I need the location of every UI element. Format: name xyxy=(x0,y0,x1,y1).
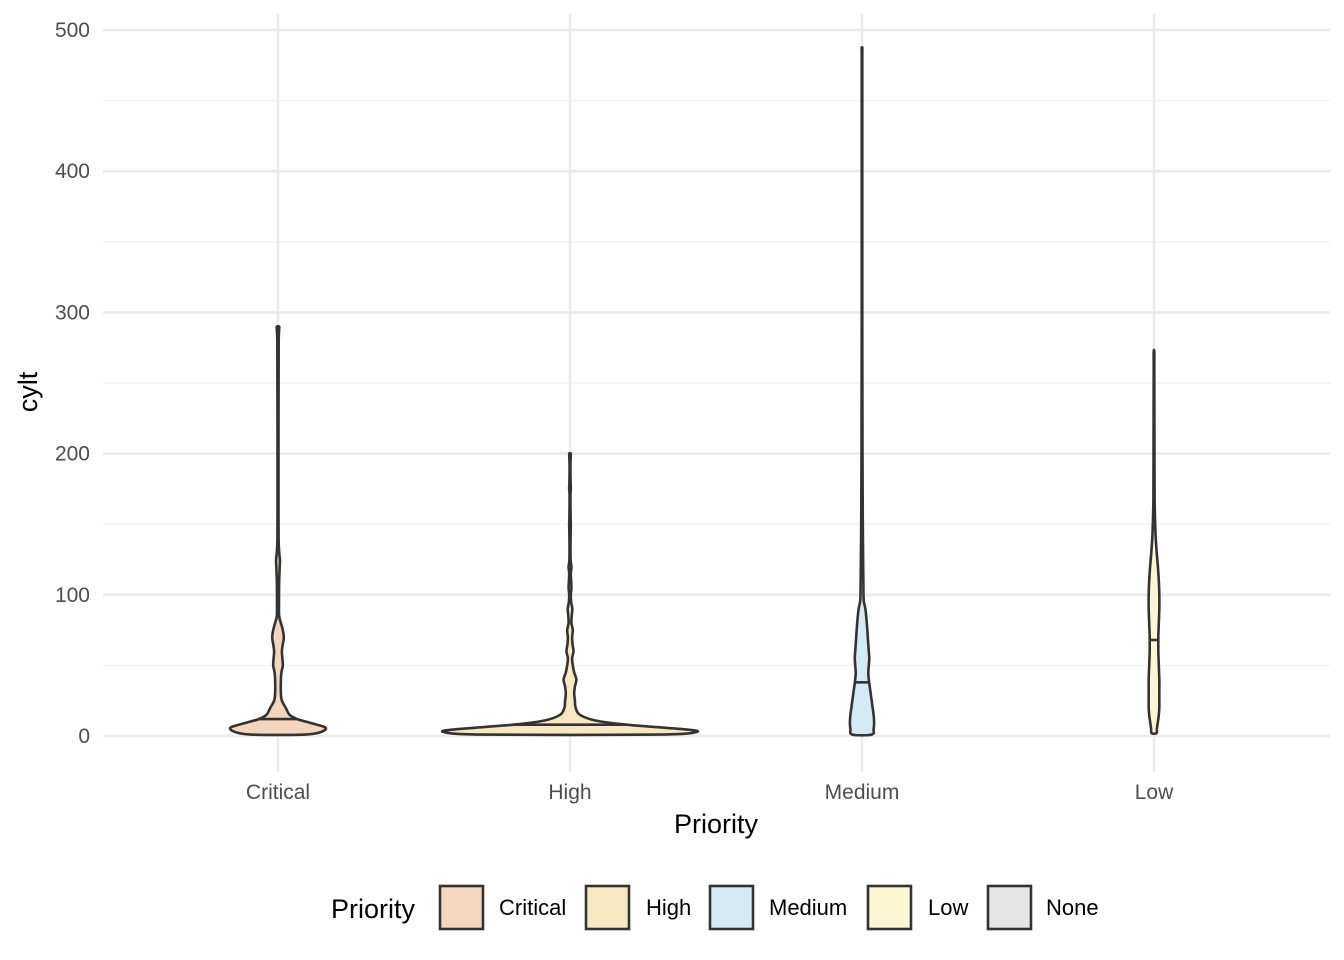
violin-critical xyxy=(228,324,328,737)
legend-label-none: None xyxy=(1046,895,1099,920)
x-tick-label: Low xyxy=(1135,781,1174,804)
violin-low xyxy=(1147,348,1161,736)
y-tick-label: 300 xyxy=(55,301,90,324)
y-tick-label: 500 xyxy=(55,19,90,42)
legend-title: Priority xyxy=(331,894,416,924)
legend-label-medium: Medium xyxy=(769,895,847,920)
x-axis-title: Priority xyxy=(674,809,759,839)
y-tick-label: 200 xyxy=(55,443,90,466)
axis-layer: 0 100 200 300 400 500 Critical High Medium Low xyxy=(55,19,1174,804)
legend: Priority Critical High Medium Low None xyxy=(331,884,1099,931)
violin-high xyxy=(440,451,700,737)
legend-key-medium xyxy=(708,884,755,931)
x-tick-label: High xyxy=(548,781,591,804)
legend-key-low xyxy=(866,884,913,931)
y-tick-label: 0 xyxy=(78,725,90,748)
legend-label-high: High xyxy=(646,895,691,920)
legend-key-none xyxy=(986,884,1033,931)
legend-key-high xyxy=(584,884,631,931)
legend-label-critical: Critical xyxy=(499,895,566,920)
x-tick-label: Medium xyxy=(825,781,900,804)
y-axis-title: cylt xyxy=(13,371,43,412)
violin-medium xyxy=(848,46,876,737)
y-tick-label: 400 xyxy=(55,160,90,183)
legend-label-low: Low xyxy=(928,895,968,920)
y-tick-label: 100 xyxy=(55,584,90,607)
legend-key-critical xyxy=(438,884,485,931)
grid-layer xyxy=(103,14,1330,772)
x-tick-label: Critical xyxy=(246,781,310,804)
violin-layer xyxy=(228,46,1161,737)
